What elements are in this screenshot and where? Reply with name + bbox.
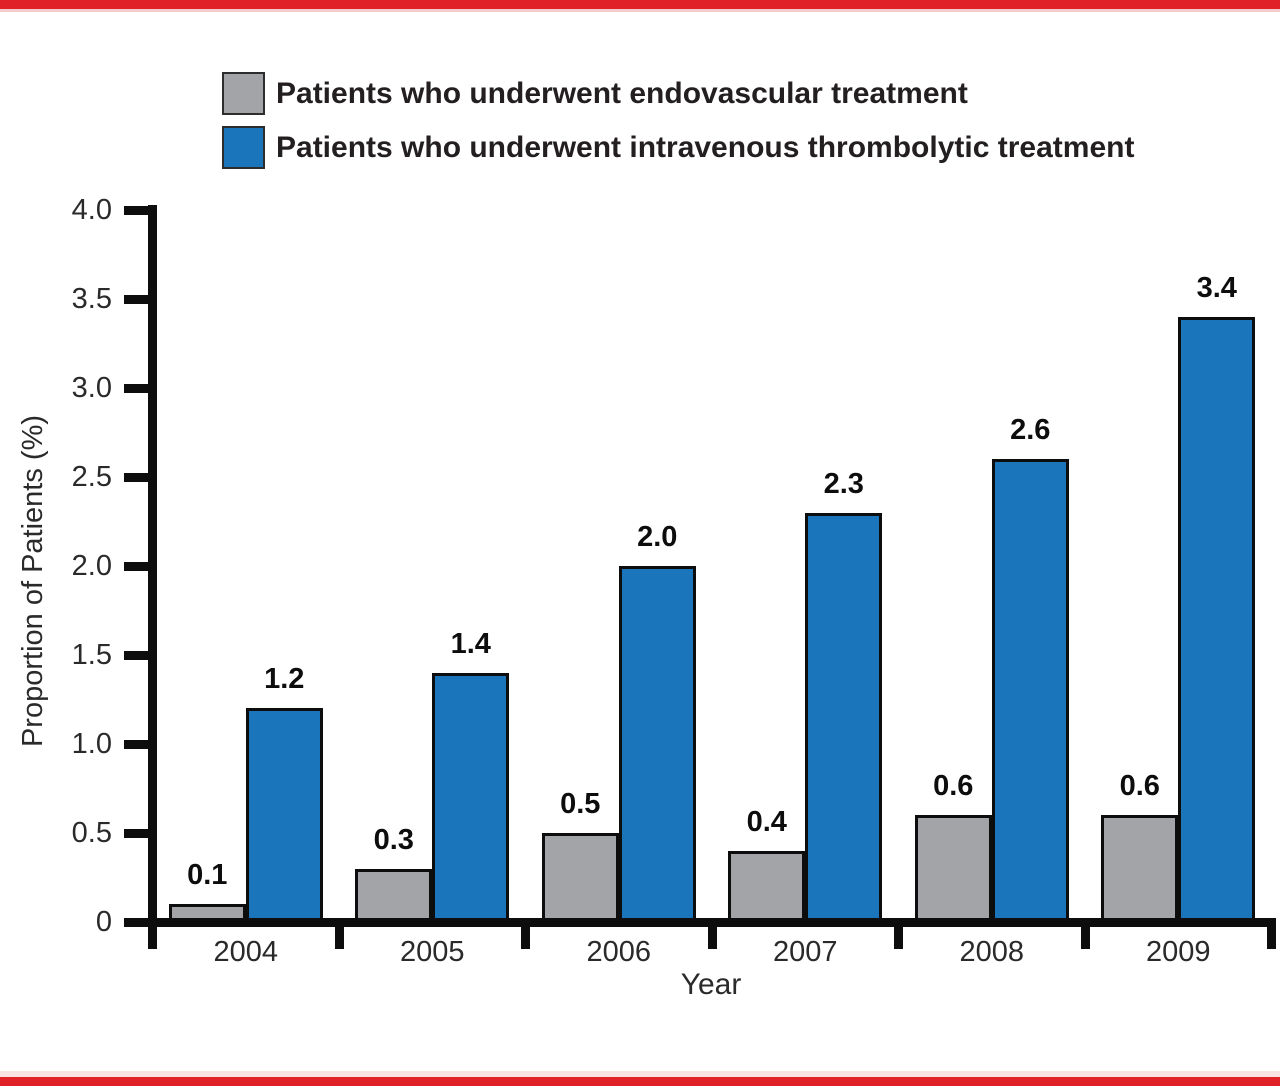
x-category-label-2004: 2004: [213, 936, 278, 968]
bottom-red-rule: [0, 1077, 1280, 1086]
y-tick-label: 1.5: [71, 638, 112, 671]
y-tick: [124, 383, 157, 393]
bar-value-label-endovascular-2005: 0.3: [373, 824, 414, 856]
x-tick: [1267, 918, 1276, 949]
bar-value-label-endovascular-2006: 0.5: [560, 788, 601, 820]
bar-thrombolytic-2005: [432, 673, 510, 922]
y-tick-label: 0.5: [71, 816, 112, 849]
bar-value-label-thrombolytic-2009: 3.4: [1196, 272, 1237, 304]
y-tick: [124, 739, 157, 749]
x-tick: [148, 918, 157, 949]
y-tick: [124, 828, 157, 838]
y-tick: [124, 917, 157, 927]
bar-endovascular-2009: [1101, 815, 1179, 922]
y-tick-label: 0: [95, 905, 112, 938]
bar-endovascular-2007: [728, 851, 806, 922]
x-tick: [894, 918, 903, 949]
y-tick: [124, 205, 157, 215]
legend-swatch-endovascular: [222, 72, 265, 115]
top-red-rule: [0, 0, 1280, 9]
y-tick-label: 3.0: [71, 371, 112, 404]
bar-endovascular-2008: [914, 815, 992, 922]
x-axis-title: Year: [680, 968, 742, 1001]
y-tick: [124, 561, 157, 571]
bar-value-label-thrombolytic-2008: 2.6: [1010, 414, 1051, 446]
x-category-label-2005: 2005: [399, 936, 465, 968]
legend-label-endovascular: Patients who underwent endovascular trea…: [276, 77, 968, 110]
legend-swatch-thrombolytic: [222, 126, 265, 169]
bar-thrombolytic-2008: [991, 459, 1069, 922]
x-category-label-2007: 2007: [772, 936, 838, 968]
x-category-label-2009: 2009: [1145, 936, 1211, 968]
y-tick-label: 1.0: [71, 727, 112, 760]
bar-endovascular-2006: [541, 833, 619, 922]
bar-value-label-endovascular-2007: 0.4: [746, 806, 787, 838]
y-tick: [124, 472, 157, 482]
x-tick: [707, 918, 717, 949]
top-red-rule-fade: [0, 9, 1280, 12]
bar-endovascular-2005: [355, 869, 433, 922]
y-tick-label: 2.5: [71, 460, 112, 493]
x-category-label-2006: 2006: [586, 936, 651, 968]
bar-thrombolytic-2004: [245, 708, 323, 922]
legend-label-thrombolytic: Patients who underwent intravenous throm…: [276, 131, 1135, 164]
bar-thrombolytic-2006: [618, 566, 696, 922]
x-tick: [521, 918, 530, 949]
y-tick: [124, 650, 157, 660]
bar-value-label-endovascular-2009: 0.6: [1119, 770, 1160, 802]
x-tick: [334, 918, 344, 949]
y-tick-label: 3.5: [71, 282, 112, 315]
bar-thrombolytic-2007: [805, 513, 883, 922]
x-category-label-2008: 2008: [959, 936, 1024, 968]
y-tick: [124, 294, 157, 304]
bar-thrombolytic-2009: [1178, 317, 1256, 922]
bar-value-label-thrombolytic-2006: 2.0: [637, 521, 678, 553]
y-tick-label: 2.0: [71, 549, 112, 582]
x-tick: [1080, 918, 1090, 949]
bar-value-label-thrombolytic-2005: 1.4: [450, 628, 491, 660]
bar-value-label-endovascular-2004: 0.1: [187, 859, 228, 891]
bottom-red-rule-fade: [0, 1071, 1280, 1077]
bar-value-label-thrombolytic-2004: 1.2: [264, 663, 305, 695]
bar-value-label-endovascular-2008: 0.6: [933, 770, 974, 802]
y-axis-title: Proportion of Patients (%): [17, 414, 49, 748]
bar-value-label-thrombolytic-2007: 2.3: [823, 468, 864, 500]
y-tick-label: 4.0: [71, 193, 112, 226]
